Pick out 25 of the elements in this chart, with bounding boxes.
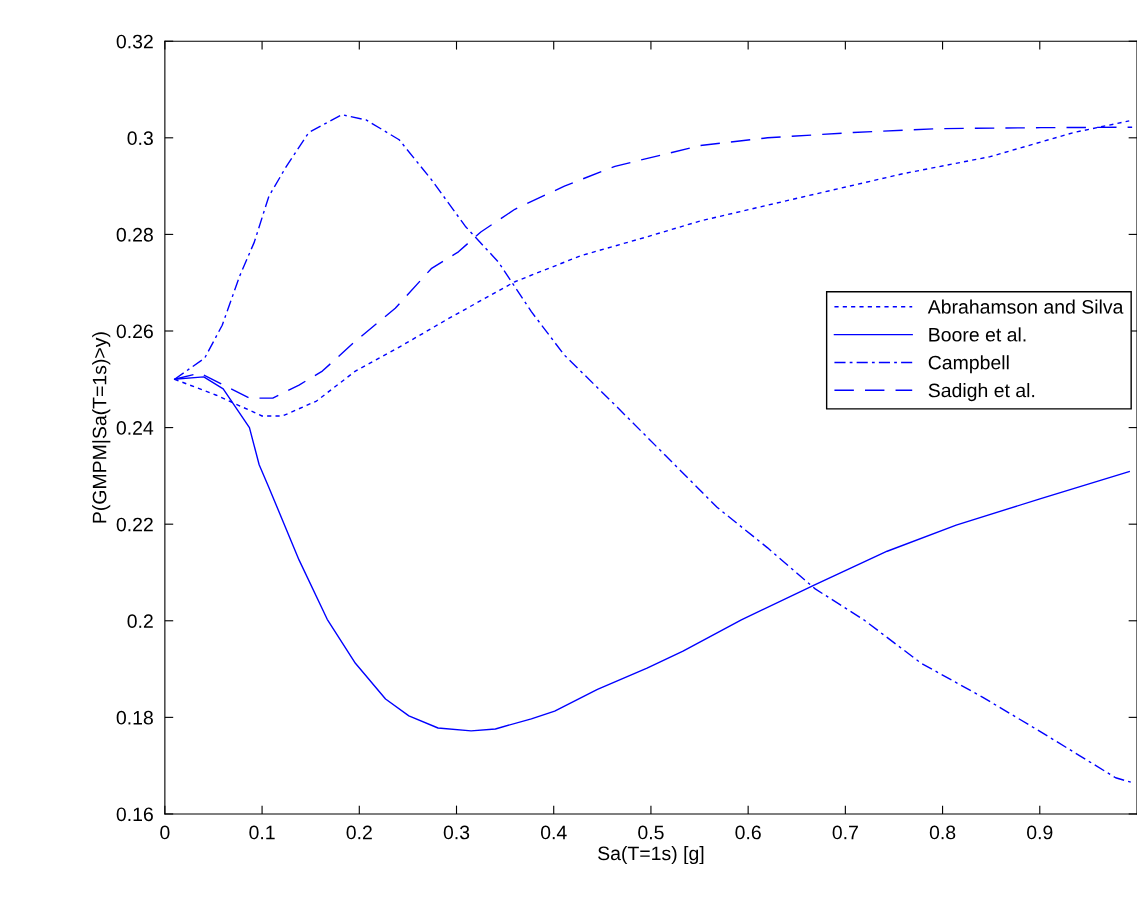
x-tick-label: 0.5 bbox=[638, 825, 664, 840]
y-tick-label: 0.32 bbox=[116, 34, 153, 49]
x-tick-label: 0.6 bbox=[735, 825, 761, 840]
x-tick-label: 0.4 bbox=[540, 825, 567, 840]
y-tick-label: 0.26 bbox=[116, 324, 153, 339]
y-tick-label: 0.28 bbox=[116, 227, 153, 242]
y-tick-label: 0.2 bbox=[127, 614, 153, 629]
y-tick-label: 0.16 bbox=[116, 807, 153, 822]
y-tick-label: 0.3 bbox=[127, 131, 153, 146]
legend-label: Boore et al. bbox=[929, 327, 1026, 342]
x-tick-label: 0.7 bbox=[832, 825, 858, 840]
y-axis-title: P(GMPM|Sa(T=1s)>y) bbox=[92, 332, 111, 523]
legend-label: Campbell bbox=[928, 355, 1009, 374]
y-tick-label: 0.18 bbox=[116, 710, 153, 725]
x-tick-label: 0.8 bbox=[929, 825, 956, 840]
x-tick-label: 0.9 bbox=[1027, 825, 1053, 840]
x-tick-label: 0 bbox=[160, 825, 170, 840]
x-tick-label: 0.1 bbox=[249, 825, 275, 840]
x-tick-label: 0.2 bbox=[346, 825, 372, 840]
y-tick-label: 0.24 bbox=[116, 421, 154, 435]
x-axis-title: Sa(T=1s) [g] bbox=[598, 845, 704, 865]
legend-label: Sadigh et al. bbox=[928, 383, 1035, 402]
legend-label: Abrahamson and Silva bbox=[927, 299, 1124, 314]
x-tick-label: 0.3 bbox=[443, 825, 470, 840]
y-tick-label: 0.22 bbox=[116, 517, 153, 532]
